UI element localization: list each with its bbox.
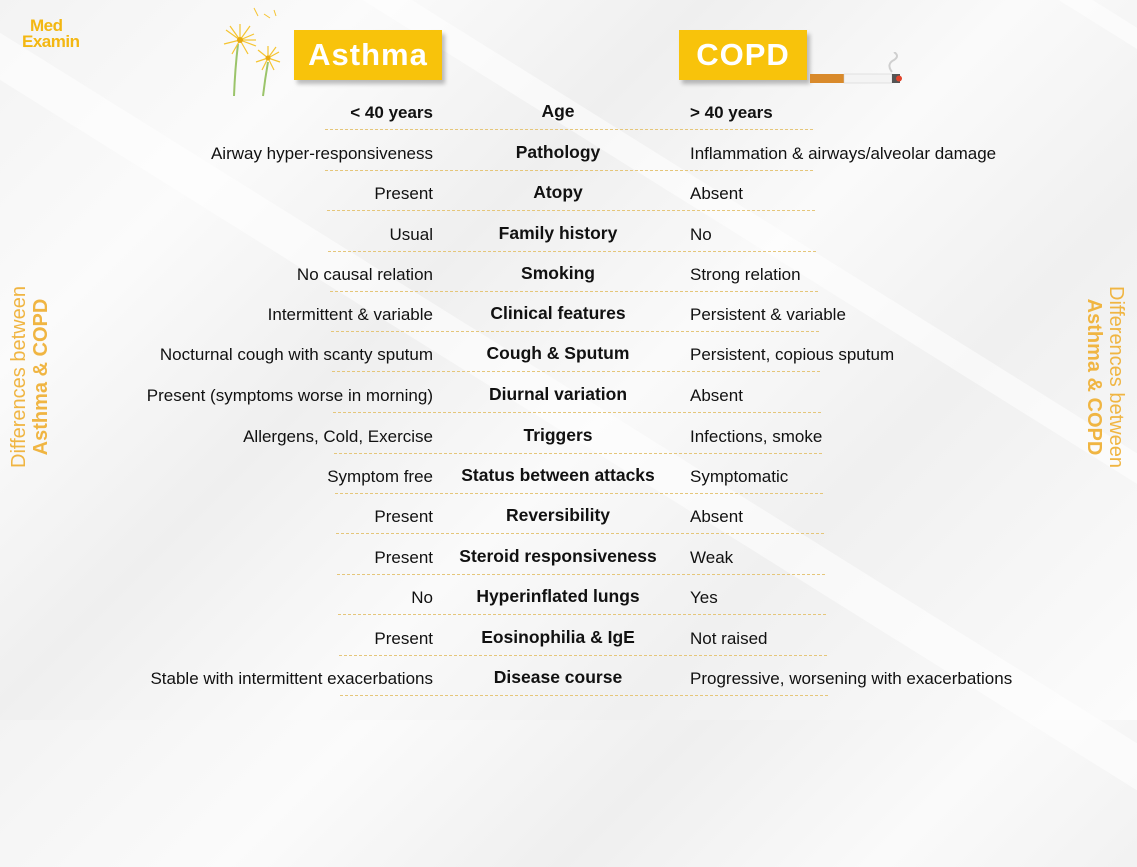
comparison-row: Nocturnal cough with scanty sputum Cough… <box>0 338 1137 378</box>
copd-value: > 40 years <box>690 103 773 122</box>
feature-label: Pathology <box>515 142 601 162</box>
asthma-value: Stable with intermittent exacerbations <box>150 669 433 688</box>
dandelion-icon <box>223 7 281 97</box>
brand-logo: Med Examin <box>22 16 80 51</box>
feature-label: Status between attacks <box>461 465 655 485</box>
feature-label: Atopy <box>533 182 583 202</box>
asthma-value: Airway hyper-responsiveness <box>210 144 433 163</box>
comparison-row: No Hyperinflated lungs Yes <box>0 581 1137 621</box>
feature-label: Family history <box>498 223 618 243</box>
copd-value: Progressive, worsening with exacerbation… <box>690 669 1013 688</box>
row-divider <box>330 291 818 292</box>
asthma-value: Present <box>374 184 433 203</box>
feature-label: Disease course <box>493 667 623 687</box>
comparison-row: Stable with intermittent exacerbations D… <box>0 662 1137 702</box>
row-divider <box>333 412 821 413</box>
brand-logo-line2: Examin <box>22 32 80 51</box>
copd-value: Persistent & variable <box>690 305 846 324</box>
copd-value: Weak <box>690 548 734 567</box>
asthma-value: Symptom free <box>327 467 433 486</box>
row-divider <box>332 371 820 372</box>
feature-label: Reversibility <box>505 505 611 525</box>
comparison-row: Symptom free Status between attacks Symp… <box>0 460 1137 500</box>
asthma-value: Usual <box>389 225 433 244</box>
feature-label: Smoking <box>521 263 595 283</box>
row-divider <box>334 453 822 454</box>
feature-label: Steroid responsiveness <box>459 546 657 566</box>
cigarette-icon <box>810 52 902 84</box>
copd-value: Inflammation & airways/alveolar damage <box>690 144 997 163</box>
asthma-value: Allergens, Cold, Exercise <box>243 427 433 446</box>
copd-value: Infections, smoke <box>690 427 823 446</box>
asthma-value: No <box>411 588 433 607</box>
row-divider <box>338 614 826 615</box>
feature-label: Age <box>541 101 575 121</box>
row-divider <box>325 170 813 171</box>
row-divider <box>325 129 813 130</box>
comparison-row: No causal relation Smoking Strong relati… <box>0 258 1137 298</box>
row-divider <box>340 695 828 696</box>
comparison-row: Airway hyper-responsiveness Pathology In… <box>0 137 1137 177</box>
row-divider <box>331 331 819 332</box>
copd-value: Absent <box>690 184 743 203</box>
row-divider <box>336 533 824 534</box>
feature-label: Hyperinflated lungs <box>476 586 640 606</box>
row-divider <box>327 210 815 211</box>
comparison-row: Present Reversibility Absent <box>0 500 1137 540</box>
comparison-row: Present Atopy Absent <box>0 177 1137 217</box>
feature-label: Clinical features <box>490 303 626 323</box>
asthma-value: < 40 years <box>350 103 433 122</box>
asthma-value: Present <box>374 548 433 567</box>
comparison-row: Usual Family history No <box>0 218 1137 258</box>
feature-label: Cough & Sputum <box>486 343 630 363</box>
comparison-row: < 40 years Age > 40 years <box>0 96 1137 136</box>
copd-value: Strong relation <box>690 265 801 284</box>
asthma-value: Intermittent & variable <box>267 305 433 324</box>
comparison-row: Allergens, Cold, Exercise Triggers Infec… <box>0 420 1137 460</box>
copd-header: COPD <box>679 30 807 80</box>
asthma-value: Present <box>374 629 433 648</box>
feature-label: Triggers <box>523 425 593 445</box>
comparison-row: Intermittent & variable Clinical feature… <box>0 298 1137 338</box>
feature-label: Diurnal variation <box>488 384 628 404</box>
asthma-value: Present (symptoms worse in morning) <box>146 386 433 405</box>
copd-value: Symptomatic <box>690 467 789 486</box>
row-divider <box>335 493 823 494</box>
asthma-value: No causal relation <box>296 265 433 284</box>
row-divider <box>337 574 825 575</box>
comparison-row: Present (symptoms worse in morning) Diur… <box>0 379 1137 419</box>
comparison-row: Present Eosinophilia & IgE Not raised <box>0 622 1137 662</box>
copd-value: Not raised <box>690 629 768 648</box>
copd-value: Absent <box>690 507 743 526</box>
row-divider <box>339 655 827 656</box>
row-divider <box>328 251 816 252</box>
feature-label: Eosinophilia & IgE <box>481 627 635 647</box>
asthma-header: Asthma <box>294 30 442 80</box>
copd-value: Absent <box>690 386 743 405</box>
copd-value: No <box>690 225 712 244</box>
comparison-row: Present Steroid responsiveness Weak <box>0 541 1137 581</box>
copd-value: Persistent, copious sputum <box>690 345 895 364</box>
asthma-value: Present <box>374 507 433 526</box>
copd-value: Yes <box>690 588 718 607</box>
brand-logo-line1: Med <box>30 16 63 35</box>
asthma-value: Nocturnal cough with scanty sputum <box>159 345 433 364</box>
